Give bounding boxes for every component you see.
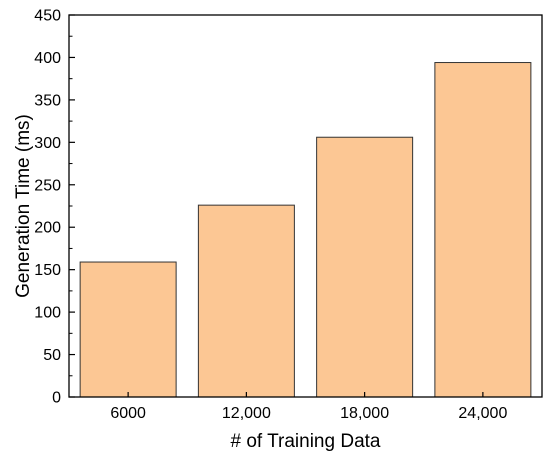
- x-tick-label: 24,000: [458, 405, 507, 422]
- bars-layer: [79, 62, 532, 398]
- y-tick-label: 150: [34, 262, 61, 279]
- x-tick-label: 6000: [110, 405, 146, 422]
- y-tick-label: 450: [34, 8, 61, 25]
- x-tick-label: 12,000: [222, 405, 271, 422]
- y-tick-label: 250: [34, 177, 61, 194]
- bar-6000: [79, 261, 177, 398]
- bar-12000: [197, 204, 295, 398]
- y-tick-label: 400: [34, 50, 61, 67]
- y-tick-label: 50: [43, 347, 61, 364]
- y-tick-label: 0: [52, 390, 61, 407]
- y-tick-label: 350: [34, 92, 61, 109]
- ticks-layer: 0 50 100 150 200 250 300 350 400 450 6000 12,000 18,…: [34, 8, 507, 423]
- y-tick-label: 100: [34, 305, 61, 322]
- y-tick-label: 300: [34, 135, 61, 152]
- y-tick-label: 200: [34, 220, 61, 237]
- x-tick-label: 18,000: [340, 405, 389, 422]
- y-axis-title: Generation Time (ms): [13, 114, 34, 298]
- bar-18000: [316, 136, 414, 398]
- bar-24000: [434, 62, 532, 398]
- x-axis-title: # of Training Data: [231, 431, 381, 452]
